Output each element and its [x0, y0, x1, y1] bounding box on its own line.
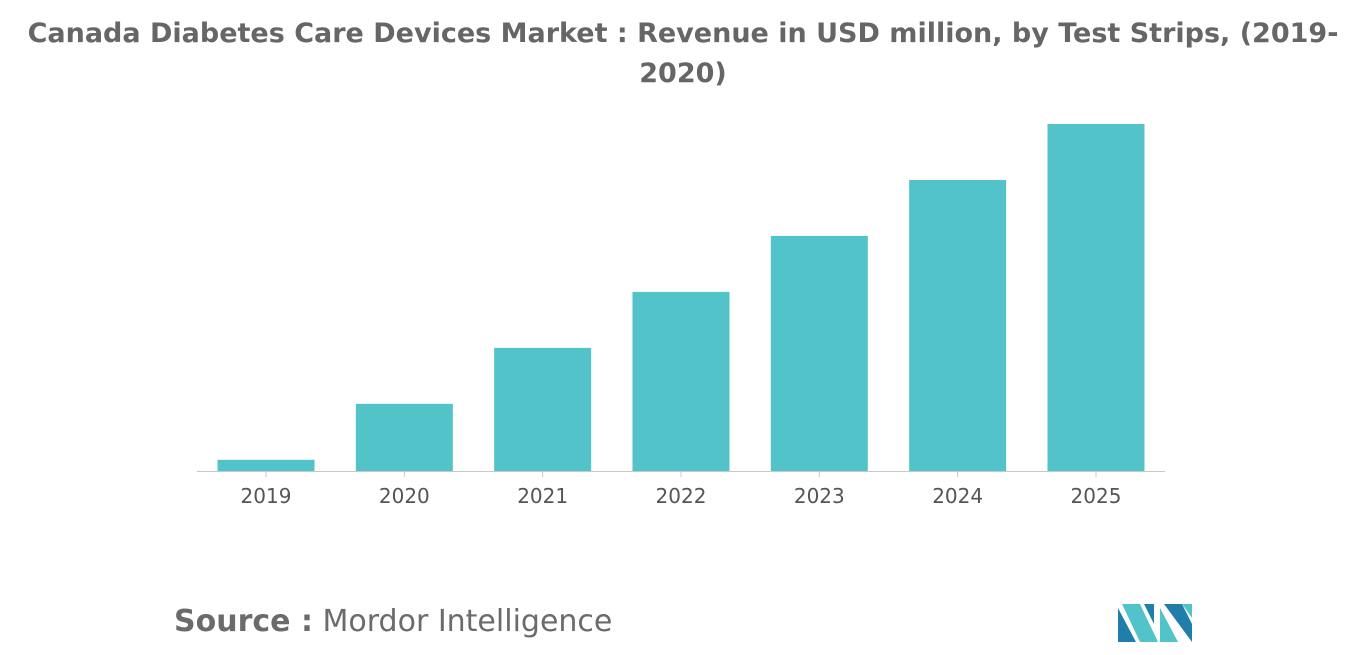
bar-2019: [217, 459, 315, 471]
x-tick-label-2022: 2022: [656, 484, 707, 508]
bar-2022: [632, 291, 730, 471]
bar-2023: [770, 235, 868, 471]
x-tick-label-2021: 2021: [517, 484, 568, 508]
source-attribution: Source : Mordor Intelligence: [174, 604, 612, 639]
mordor-intelligence-logo-icon: [1118, 604, 1192, 642]
x-tick-label-2025: 2025: [1071, 484, 1122, 508]
source-label: Source :: [174, 604, 313, 639]
source-value: Mordor Intelligence: [322, 604, 613, 639]
x-tick-label-2024: 2024: [932, 484, 983, 508]
bar-2024: [909, 179, 1007, 471]
bar-2021: [494, 347, 592, 471]
bar-2025: [1047, 124, 1145, 471]
bar-2020: [355, 403, 453, 471]
x-tick-label-2019: 2019: [241, 484, 292, 508]
x-tick-label-2020: 2020: [379, 484, 430, 508]
chart-title: Canada Diabetes Care Devices Market : Re…: [27, 18, 1339, 89]
x-tick-label-2023: 2023: [794, 484, 845, 508]
